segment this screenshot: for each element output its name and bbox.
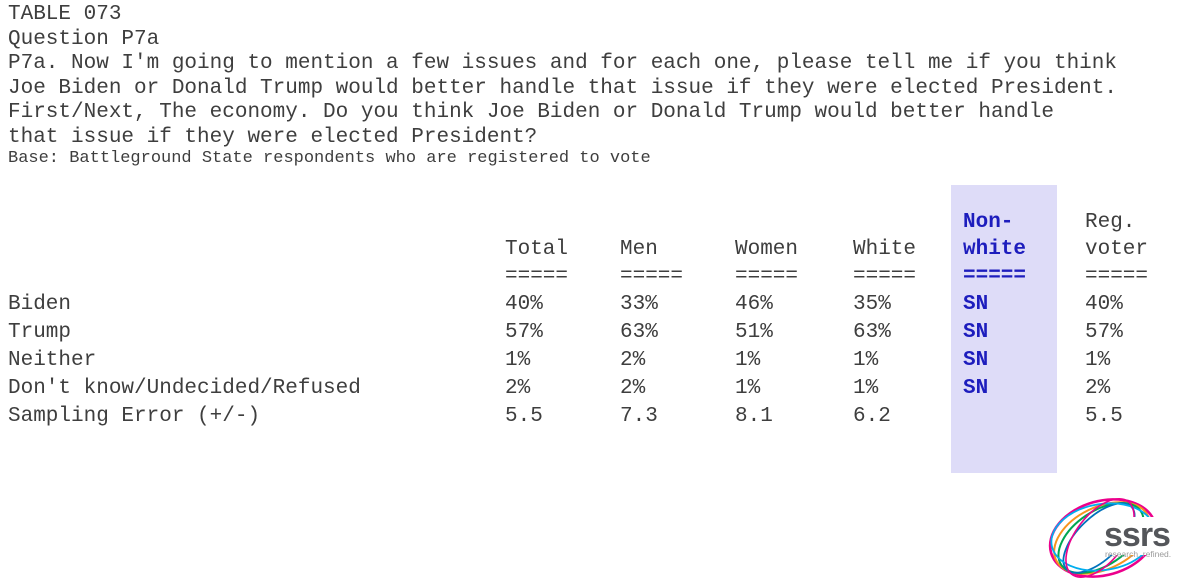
column-underline: =====: [505, 265, 569, 288]
row-label: Sampling Error (+/-): [8, 405, 261, 428]
table-cell: 51%: [735, 321, 773, 344]
logo-text-backplate: [1101, 517, 1195, 555]
column-header-regvoter-top: Reg.: [1085, 211, 1136, 234]
table-cell: 7.3: [620, 405, 658, 428]
table-cell: 5.5: [1085, 405, 1123, 428]
table-cell: 1%: [505, 349, 531, 372]
question-text-line: that issue if they were elected Presiden…: [8, 125, 538, 149]
table-cell: 46%: [735, 293, 773, 316]
table-row-trump: Trump 57% 63% 51% 63% SN 57%: [0, 319, 1200, 347]
column-underline: =====: [1085, 265, 1149, 288]
table-cell: 2%: [1085, 377, 1111, 400]
table-cell: 33%: [620, 293, 658, 316]
row-label: Biden: [8, 293, 72, 316]
column-header-men: Men: [620, 238, 658, 261]
column-header-white: White: [853, 238, 917, 261]
table-cell: SN: [963, 349, 989, 372]
table-cell: SN: [963, 321, 989, 344]
table-cell: 63%: [853, 321, 891, 344]
table-number: TABLE 073: [8, 3, 122, 26]
table-row-biden: Biden 40% 33% 46% 35% SN 40%: [0, 291, 1200, 319]
table-cell: 57%: [505, 321, 543, 344]
table-cell: 1%: [735, 349, 761, 372]
nonwhite-column-highlight: [951, 185, 1057, 473]
column-header-women: Women: [735, 238, 799, 261]
logo-tagline: research. refined.: [1105, 549, 1171, 559]
row-label: Neither: [8, 349, 97, 372]
row-label: Don't know/Undecided/Refused: [8, 377, 361, 400]
table-cell: 6.2: [853, 405, 891, 428]
row-label: Trump: [8, 321, 72, 344]
question-text-line: Joe Biden or Donald Trump would better h…: [8, 76, 1117, 100]
table-cell: 1%: [853, 377, 879, 400]
column-header-nonwhite-top: Non-: [963, 211, 1014, 234]
column-underline: =====: [735, 265, 799, 288]
logo-wordmark: ssrs: [1104, 516, 1170, 554]
table-cell: 1%: [1085, 349, 1111, 372]
column-underline: =====: [853, 265, 917, 288]
question-text-line: First/Next, The economy. Do you think Jo…: [8, 101, 1054, 124]
table-row-dontknow: Don't know/Undecided/Refused 2% 2% 1% 1%…: [0, 375, 1200, 403]
column-header-row-top: Non- Reg.: [0, 209, 1200, 237]
table-cell: 63%: [620, 321, 658, 344]
column-header-row: Total Men Women White white voter: [0, 236, 1200, 264]
ssrs-logo-orbits: [1048, 498, 1158, 578]
base-note: Base: Battleground State respondents who…: [8, 149, 651, 168]
column-header-total: Total: [505, 238, 569, 261]
table-cell: 2%: [620, 377, 646, 400]
table-cell: SN: [963, 293, 989, 316]
table-cell: 2%: [505, 377, 531, 400]
column-underline-row: ===== ===== ===== ===== ===== =====: [0, 263, 1200, 291]
table-cell: 40%: [1085, 293, 1123, 316]
table-cell: 1%: [735, 377, 761, 400]
column-header-regvoter: voter: [1085, 238, 1149, 261]
ssrs-logo: ssrs research. refined.: [1048, 498, 1195, 578]
table-cell: 1%: [853, 349, 879, 372]
column-underline: =====: [620, 265, 684, 288]
question-id: Question P7a: [8, 27, 160, 51]
table-cell: 35%: [853, 293, 891, 316]
question-header-block: TABLE 073 Question P7a P7a. Now I'm goin…: [8, 3, 1117, 150]
table-cell: 8.1: [735, 405, 773, 428]
table-row-sampling-error: Sampling Error (+/-) 5.5 7.3 8.1 6.2 5.5: [0, 403, 1200, 431]
column-underline: =====: [963, 265, 1027, 288]
table-cell: SN: [963, 377, 989, 400]
table-cell: 57%: [1085, 321, 1123, 344]
table-cell: 40%: [505, 293, 543, 316]
table-cell: 2%: [620, 349, 646, 372]
column-header-nonwhite: white: [963, 238, 1027, 261]
question-text-line: P7a. Now I'm going to mention a few issu…: [8, 52, 1117, 75]
table-row-neither: Neither 1% 2% 1% 1% SN 1%: [0, 347, 1200, 375]
table-cell: 5.5: [505, 405, 543, 428]
